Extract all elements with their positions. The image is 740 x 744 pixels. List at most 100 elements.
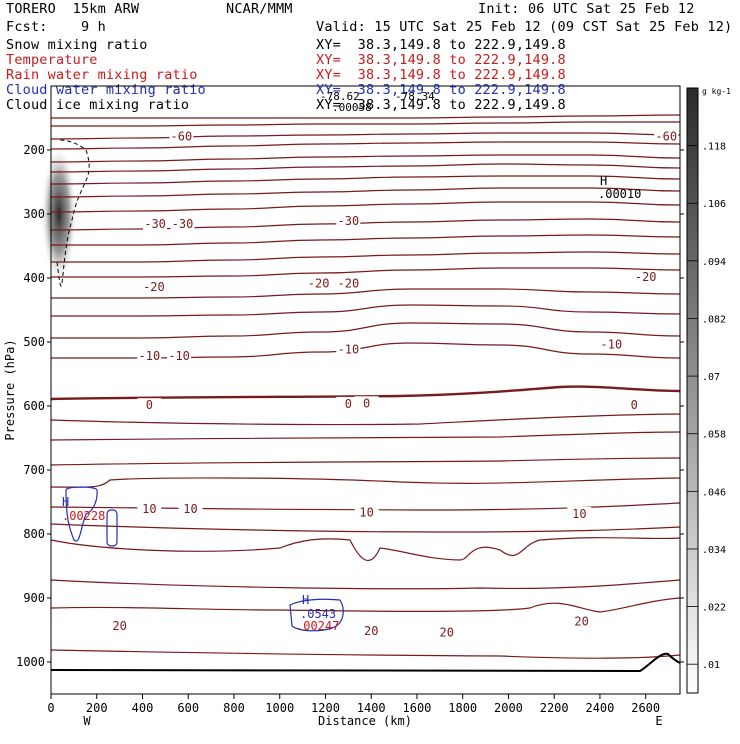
cloud-water-contour	[289, 598, 344, 632]
x-tick-label: 1400	[357, 701, 386, 715]
contour-label-bg	[170, 217, 195, 231]
temperature-contour-label: 10	[142, 502, 156, 516]
colorbar-label: .022	[702, 603, 726, 614]
x-tick-label: 2600	[631, 701, 660, 715]
x-tick-label: 200	[86, 701, 108, 715]
temperature-contour	[50, 175, 681, 185]
forecast-hour: Fcst: 9 h	[6, 19, 106, 35]
x-tick-label: 1600	[403, 701, 432, 715]
cloud-water-contour	[106, 509, 118, 547]
contour-label-bg	[143, 217, 168, 231]
west-label: W	[83, 714, 91, 728]
temperature-contour-label: -20	[635, 270, 657, 284]
valid-time: Valid: 15 UTC Sat 25 Feb 12 (09 CST Sat …	[316, 19, 733, 35]
temperature-contour-label: -20	[338, 277, 360, 291]
temperature-contour-label: 0	[146, 398, 153, 412]
field-name: Snow mixing ratio	[6, 37, 148, 53]
contour-label-bg	[599, 337, 624, 351]
temperature-contour-label: 0	[631, 398, 638, 412]
temperature-contour	[51, 114, 681, 119]
temperature-contour	[51, 234, 681, 246]
contour-label-bg	[336, 213, 361, 227]
field-xy: XY= 38.3,149.8 to 222.9,149.8	[316, 37, 566, 53]
y-tick-label: 500	[23, 335, 45, 349]
x-tick-label: 0	[47, 701, 54, 715]
y-axis-label: Pressure (hPa)	[3, 339, 17, 440]
colorbar	[686, 87, 699, 694]
colorbar-label: .01	[702, 660, 720, 671]
x-tick-label: 1200	[311, 701, 340, 715]
field-xy: XY= 38.3,149.8 to 222.9,149.8	[316, 52, 566, 68]
contour-label-bg	[169, 129, 194, 143]
y-tick-label: 900	[23, 591, 45, 605]
temperature-contour-label: 10	[359, 506, 373, 520]
temperature-contour-label: 10	[572, 507, 586, 521]
left-high-marker: H	[62, 495, 69, 509]
temperature-contour-label: -10	[601, 337, 623, 351]
contour-label-bg	[359, 624, 384, 638]
temperature-contour-label: 0	[363, 396, 370, 410]
temperature-contour	[50, 537, 681, 562]
y-tick-label: 400	[23, 271, 45, 285]
mid-high-value2: .00247	[296, 619, 339, 633]
temperature-contour	[50, 457, 681, 466]
temperature-contour	[50, 132, 681, 140]
temperature-contour-label: -60	[655, 129, 677, 143]
colorbar-label: .094	[702, 257, 726, 268]
field-xy: XY= 38.3,149.8 to 222.9,149.8	[316, 67, 566, 83]
y-tick-label: 600	[23, 399, 45, 413]
x-tick-label: 2400	[585, 701, 614, 715]
contour-label-bg	[336, 396, 361, 410]
temperature-contour	[50, 304, 681, 317]
contour-label-bg	[654, 129, 679, 143]
temperature-contour-label: 20	[364, 624, 378, 638]
temperature-contour	[50, 579, 681, 590]
y-tick-label: 300	[23, 207, 45, 221]
field-name: Rain water mixing ratio	[6, 67, 198, 83]
contour-label-bg	[178, 501, 203, 515]
x-tick-label: 600	[177, 701, 199, 715]
temperature-contour	[50, 597, 681, 613]
east-label: E	[655, 714, 662, 728]
left-high-value: .00228	[62, 509, 105, 523]
temperature-contour-label: -30	[144, 217, 166, 231]
contour-label-bg	[434, 625, 459, 639]
y-tick-label: 700	[23, 463, 45, 477]
x-tick-label: 1800	[448, 701, 477, 715]
contour-label-bg	[567, 507, 592, 520]
temperature-contour	[50, 431, 681, 441]
temperature-contour	[50, 322, 681, 339]
x-tick-label: 800	[223, 701, 245, 715]
colorbar-title: g kg-1	[702, 87, 731, 96]
upper-high-value: .00010	[598, 187, 641, 201]
temperature-contour-label: -10	[338, 343, 360, 357]
x-tick-label: 1000	[265, 701, 294, 715]
contour-label-bg	[141, 279, 166, 293]
temperature-contour-label: -30	[172, 217, 194, 231]
colorbar-label: .082	[702, 314, 726, 325]
temperature-contour	[50, 288, 681, 299]
colorbar-label: .058	[702, 430, 726, 441]
temperature-contour	[50, 523, 681, 533]
field-xy: XY= 38.3,149.8 to 222.9,149.8	[316, 82, 566, 98]
plot-frame	[50, 85, 681, 695]
contour-label-bg	[336, 342, 361, 356]
temperature-contour-label: -10	[139, 349, 161, 363]
y-tick-label: 200	[23, 143, 45, 157]
colorbar-label: .106	[702, 199, 726, 210]
x-tick-label: 400	[132, 701, 154, 715]
contour-label-bg	[354, 396, 379, 410]
temperature-contour	[50, 649, 681, 659]
contour-label-bg	[137, 501, 162, 515]
mid-high-value: .0543	[300, 607, 336, 621]
y-tick-label: 1000	[16, 655, 45, 669]
temperature-contour	[50, 187, 681, 198]
temperature-contour-label: -20	[143, 280, 165, 294]
freezing-level-contour	[50, 385, 681, 401]
cloud-water-contour	[65, 486, 98, 542]
colorbar-label: .034	[702, 545, 726, 556]
surface-line	[50, 652, 681, 673]
top-value-label: -78.62	[320, 90, 360, 103]
contour-label-bg	[167, 348, 192, 362]
